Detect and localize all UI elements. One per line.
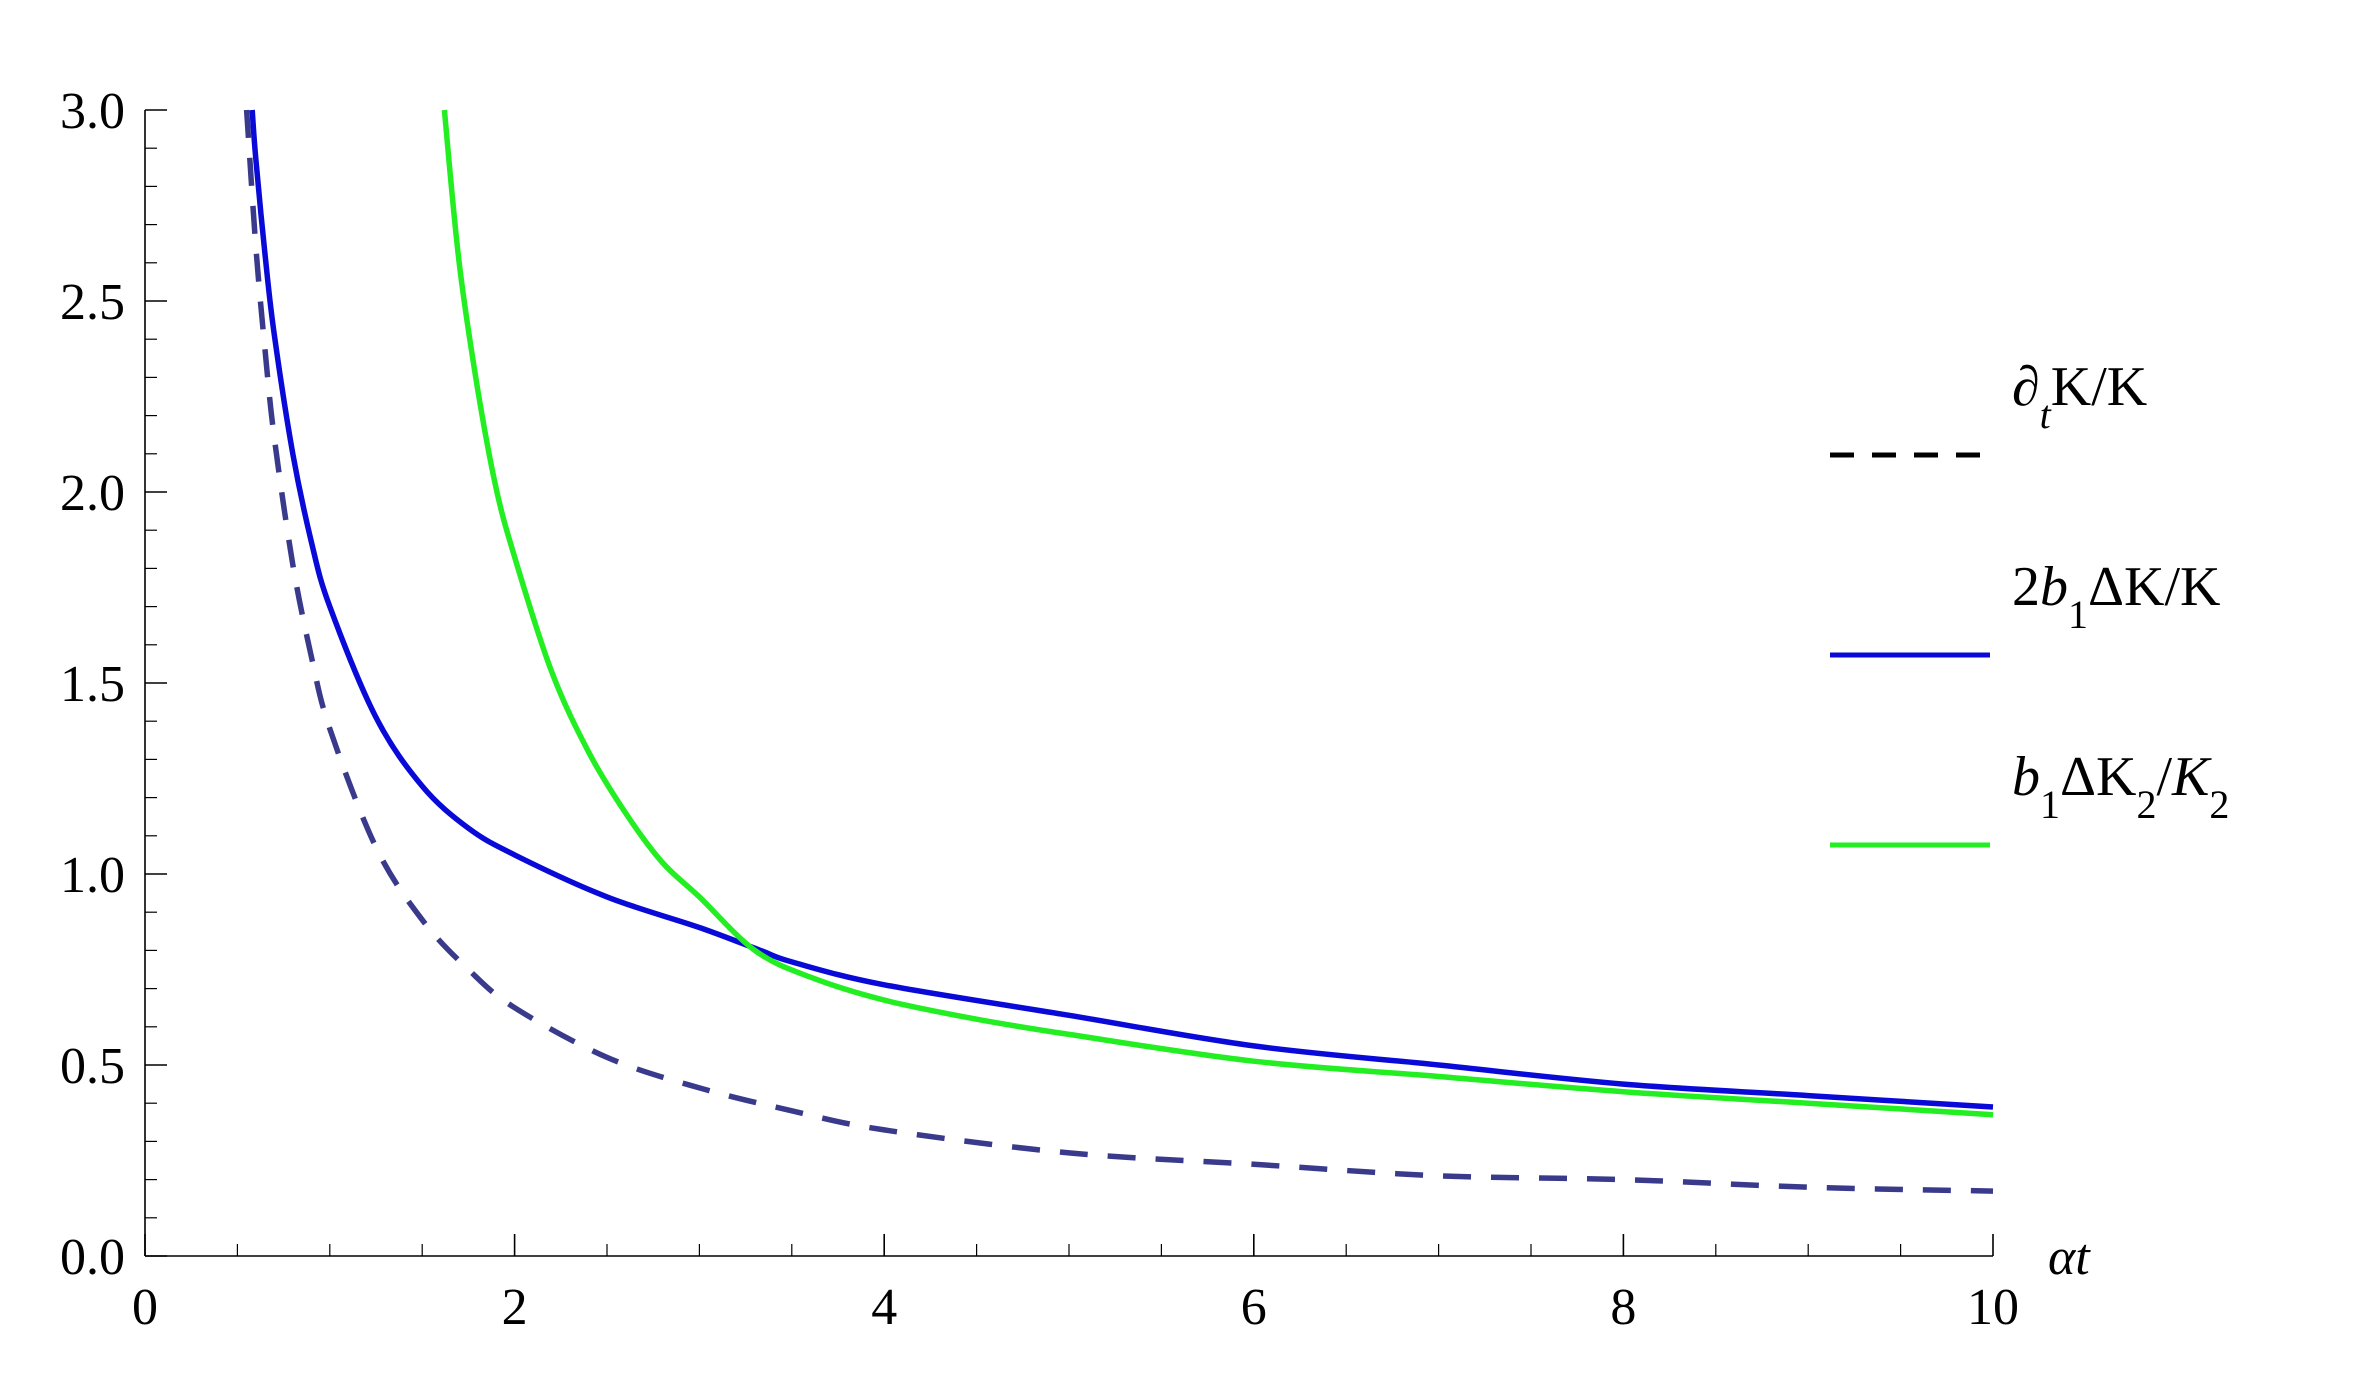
- x-tick-label: 6: [1241, 1279, 1267, 1336]
- series-layer: [243, 109, 1994, 1194]
- x-tick-label: 2: [502, 1279, 528, 1336]
- series-2b1-dk-over-k: [249, 109, 1994, 1110]
- y-tick-label: 0.0: [60, 1229, 125, 1286]
- x-tick-label: 0: [132, 1279, 158, 1336]
- y-tick-label: 3.0: [60, 83, 125, 140]
- legend-item-b1dk2: b1ΔK2/K2: [1830, 746, 2229, 848]
- legend: ∂tK/K 2b1ΔK/K b1ΔK2/K2: [1830, 356, 2229, 848]
- axes: [144, 110, 1993, 1257]
- legend-item-dtk: ∂tK/K: [1830, 356, 2147, 458]
- legend-label-2b1dk: 2b1ΔK/K: [2012, 556, 2220, 637]
- legend-label-dtk: ∂tK/K: [2012, 356, 2147, 437]
- y-tick-label: 2.5: [60, 274, 125, 331]
- axis-tick-labels: 0 2 4 6 8 10 0.0 0.5 1.0 1.5 2.0 2.5 3.0: [60, 83, 2019, 1336]
- series-dtk-over-k: [243, 109, 1994, 1194]
- y-tick-label: 1.0: [60, 847, 125, 904]
- y-tick-label: 2.0: [60, 465, 125, 522]
- x-tick-label: 4: [871, 1279, 897, 1336]
- x-tick-label: 8: [1610, 1279, 1636, 1336]
- y-tick-label: 0.5: [60, 1038, 125, 1095]
- legend-label-b1dk2: b1ΔK2/K2: [2012, 746, 2229, 827]
- axis-ticks: [144, 109, 1994, 1257]
- x-axis-label: αt: [2048, 1229, 2091, 1286]
- series-b1-dk2-over-k2: [441, 109, 1994, 1118]
- y-tick-label: 1.5: [60, 656, 125, 713]
- x-tick-label: 10: [1967, 1279, 2019, 1336]
- legend-item-2b1dk: 2b1ΔK/K: [1830, 556, 2220, 658]
